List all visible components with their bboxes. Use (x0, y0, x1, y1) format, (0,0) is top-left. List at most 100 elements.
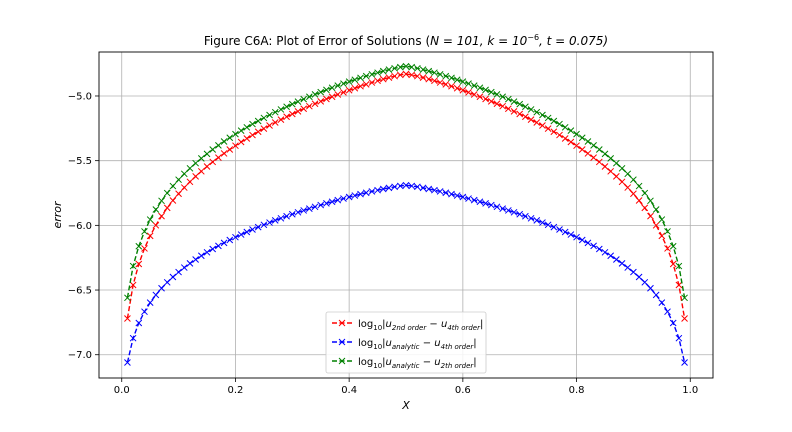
data-point (499, 93, 507, 101)
data-point (328, 198, 336, 206)
data-point (493, 91, 501, 98)
data-point (607, 252, 615, 260)
data-point (567, 138, 575, 146)
data-point (425, 185, 433, 193)
data-point (493, 203, 501, 211)
data-point (561, 135, 569, 142)
data-point (556, 120, 563, 128)
data-point (254, 117, 262, 125)
data-point (283, 113, 290, 121)
data-point (340, 195, 347, 202)
data-point (305, 205, 313, 212)
data-point (215, 154, 222, 161)
data-point (544, 114, 552, 122)
data-point (300, 95, 308, 103)
data-point (584, 138, 592, 145)
data-point (459, 86, 467, 94)
data-point (197, 155, 205, 162)
data-point (624, 170, 632, 178)
data-point (243, 135, 251, 142)
legend-entry: log10|u2nd order − u4th order| (332, 319, 483, 332)
data-point (522, 212, 529, 220)
data-point (516, 110, 524, 118)
data-point (368, 188, 376, 195)
data-point (391, 64, 398, 72)
data-point (573, 142, 580, 150)
data-point (146, 299, 154, 306)
data-point (442, 189, 450, 197)
data-point (504, 207, 512, 214)
data-point (612, 159, 620, 167)
data-point (630, 268, 637, 276)
data-point (141, 245, 148, 252)
data-point (163, 204, 171, 212)
data-point (351, 84, 359, 92)
data-point (504, 95, 512, 103)
data-point (419, 74, 427, 81)
data-point (425, 75, 433, 83)
data-point (266, 111, 273, 119)
data-point (379, 67, 387, 75)
y-tick-label: −5.0 (68, 91, 92, 102)
data-point (482, 200, 489, 207)
data-point (124, 359, 131, 366)
data-point (504, 105, 512, 113)
data-point (470, 82, 478, 90)
data-point (578, 236, 586, 244)
data-point (317, 97, 325, 105)
data-point (277, 214, 285, 222)
data-point (607, 155, 615, 162)
data-point (135, 260, 143, 268)
data-point (635, 197, 643, 204)
data-point (226, 146, 234, 153)
data-point (340, 80, 347, 87)
data-point (590, 142, 597, 149)
data-point (220, 239, 228, 247)
x-tick-label: 0.0 (114, 385, 130, 396)
data-point (294, 208, 302, 216)
data-point (129, 334, 137, 342)
y-axis-label: error (51, 200, 64, 229)
data-point (260, 221, 268, 229)
data-point (453, 76, 461, 84)
data-point (345, 78, 353, 85)
data-point (260, 125, 268, 132)
data-point (283, 103, 290, 111)
data-point (522, 113, 529, 121)
data-point (436, 188, 444, 195)
data-point (442, 72, 450, 80)
data-point (323, 200, 330, 207)
data-point (487, 88, 495, 96)
legend-swatch-marker (338, 319, 346, 327)
data-point (641, 189, 649, 197)
data-point (146, 232, 154, 240)
data-point (203, 150, 211, 158)
data-point (465, 195, 472, 202)
data-point (647, 197, 654, 205)
data-point (345, 193, 353, 201)
legend-box (325, 311, 487, 374)
data-point (379, 75, 387, 83)
legend-swatch-marker (338, 357, 346, 365)
data-point (482, 95, 489, 103)
data-point (163, 189, 171, 197)
data-point (124, 294, 131, 302)
legend: log10|u2nd order − u4th order| log10|uana… (325, 311, 487, 374)
data-point (664, 308, 671, 316)
data-point (311, 203, 319, 211)
data-point (374, 186, 381, 194)
data-point (550, 128, 558, 136)
data-point (385, 74, 393, 81)
data-point (453, 192, 461, 199)
data-point (169, 273, 177, 281)
data-point (487, 97, 495, 105)
data-point (334, 82, 342, 90)
data-point (328, 93, 336, 101)
data-point (618, 260, 626, 267)
data-point (578, 146, 586, 153)
data-point (544, 125, 552, 132)
data-point (374, 69, 381, 77)
data-point (351, 192, 359, 199)
legend-label: log10|uanalytic − u2th order| (358, 357, 477, 370)
